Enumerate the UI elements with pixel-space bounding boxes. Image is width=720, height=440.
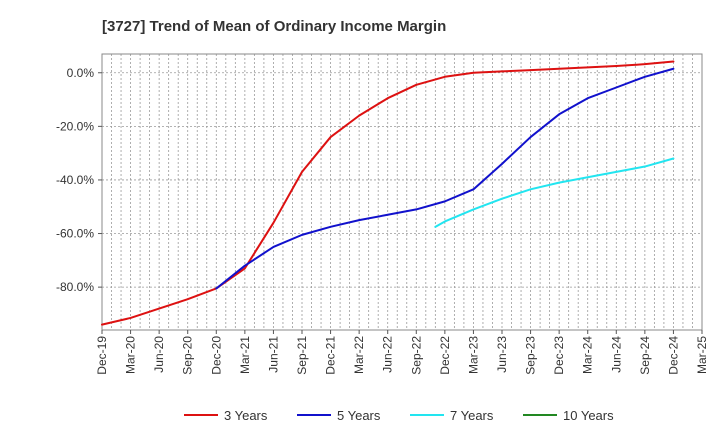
y-tick-label: -40.0%: [56, 173, 94, 187]
x-tick-label: Mar-25: [695, 336, 709, 374]
x-tick-label: Mar-21: [238, 336, 252, 374]
x-tick-label: Jun-21: [266, 336, 280, 373]
x-tick-label: Sep-23: [524, 336, 538, 375]
legend-label-3-years: 3 Years: [224, 408, 268, 423]
x-tick-label: Sep-20: [181, 336, 195, 375]
legend-label-5-years: 5 Years: [337, 408, 381, 423]
x-tick-label: Mar-20: [124, 336, 138, 374]
grid: [101, 54, 703, 330]
y-tick-label: -60.0%: [56, 227, 94, 241]
x-tick-label: Sep-22: [409, 336, 423, 375]
y-tick-label: -80.0%: [56, 280, 94, 294]
x-tick-label: Jun-23: [495, 336, 509, 373]
x-tick-label: Mar-22: [352, 336, 366, 374]
x-tick-label: Dec-24: [666, 336, 680, 375]
series-line-3-years: [101, 60, 675, 326]
x-tick-label: Sep-21: [295, 336, 309, 375]
x-tick-label: Dec-22: [438, 336, 452, 375]
legend-label-7-years: 7 Years: [450, 408, 494, 423]
legend: 3 Years 5 Years 7 Years 10 Years: [184, 408, 614, 423]
y-tick-label: -20.0%: [56, 119, 94, 133]
x-tick-label: Mar-23: [466, 336, 480, 374]
x-tick-label: Jun-24: [609, 336, 623, 373]
chart-title: [3727] Trend of Mean of Ordinary Income …: [102, 18, 446, 35]
x-tick-label: Dec-21: [324, 336, 338, 375]
plot-frame: [101, 53, 703, 331]
series-group: [101, 60, 675, 326]
x-axis: Dec-19 Mar-20 Jun-20 Sep-20 Dec-20 Mar-21 Jun-…: [95, 330, 709, 375]
y-axis: 0.0% -20.0% -40.0% -60.0% -80.0%: [56, 66, 102, 294]
series-line-7-years: [434, 157, 675, 228]
y-tick-label: 0.0%: [67, 66, 95, 80]
legend-label-10-years: 10 Years: [563, 408, 614, 423]
x-tick-label: Jun-22: [381, 336, 395, 373]
x-tick-label: Dec-23: [552, 336, 566, 375]
x-tick-label: Sep-24: [638, 336, 652, 375]
x-tick-label: Jun-20: [152, 336, 166, 373]
x-tick-label: Mar-24: [581, 336, 595, 374]
x-tick-label: Dec-20: [209, 336, 223, 375]
series-line-5-years: [215, 67, 675, 290]
x-tick-label: Dec-19: [95, 336, 109, 375]
